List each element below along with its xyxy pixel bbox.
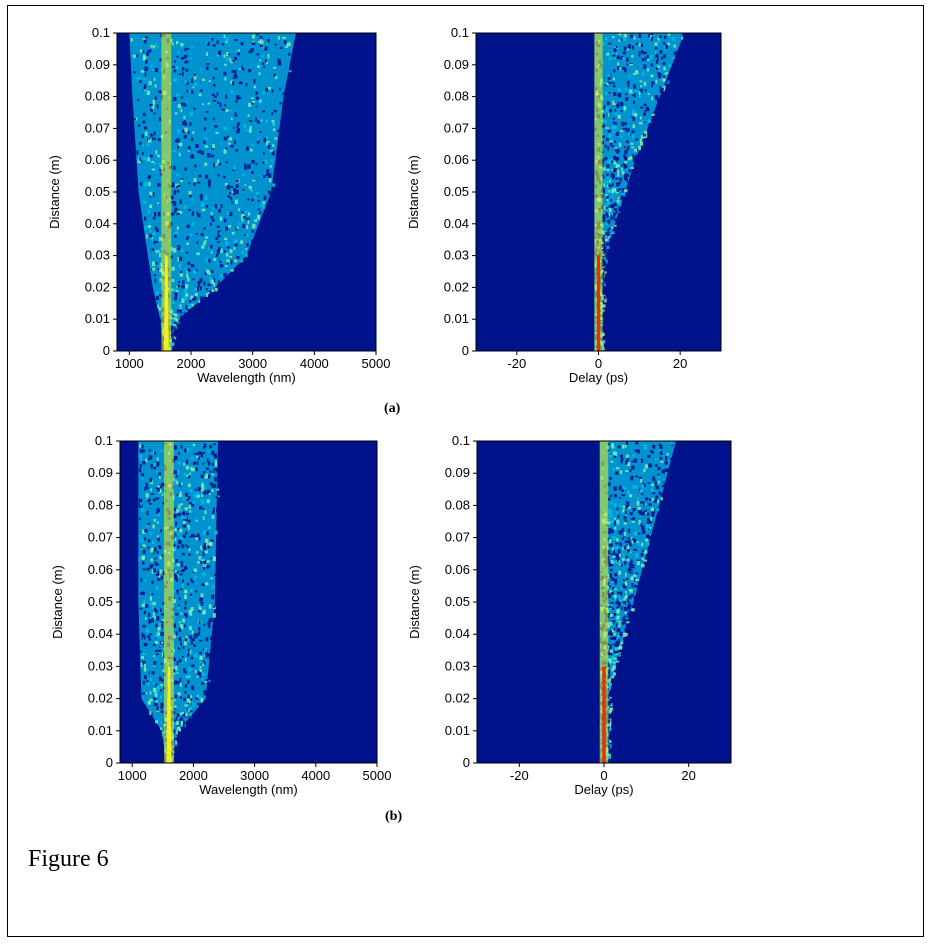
y-tick-label: 0.08 [445,497,470,512]
row-label-b: (b) [385,809,403,824]
x-tick-label: 20 [673,356,687,371]
y-tick-label: 0.09 [88,465,113,480]
heatmap-intensity [129,33,296,351]
y-tick-label: 0.1 [451,25,469,40]
y-tick-label: 0.08 [88,497,113,512]
x-tick-label: 3000 [240,768,269,783]
y-tick-label: 0.1 [95,433,113,448]
y-tick-label: 0.04 [85,216,110,231]
x-tick-label: 0 [595,356,602,371]
y-tick-label: 0 [462,343,469,358]
row-label-a: (a) [384,401,401,416]
y-tick-label: 0.07 [444,120,469,135]
pump-core [166,666,172,763]
pulse-core [596,255,601,351]
y-tick-label: 0.06 [445,562,470,577]
y-tick-label: 0.07 [445,530,470,545]
y-tick-label: 0.04 [444,216,469,231]
y-tick-label: 0.09 [85,57,110,72]
y-tick-label: 0.07 [85,120,110,135]
y-tick-label: 0 [103,343,110,358]
x-tick-label: 2000 [177,356,206,371]
pump-core [163,255,169,351]
y-tick-label: 0.07 [88,530,113,545]
y-tick-label: 0.09 [444,57,469,72]
y-tick-label: 0.06 [88,562,113,577]
y-tick-label: 0.05 [85,184,110,199]
y-tick-label: 0.04 [88,626,113,641]
y-tick-label: 0.02 [85,279,110,294]
x-tick-label: 0 [600,768,607,783]
y-tick-label: 0.01 [85,311,110,326]
heatmap-panel-3: 0 0.01 0.02 0.03 0.04 0.05 0.06 0.07 0.08 0.09 0.1… [407,433,732,797]
x-tick-label: 5000 [362,356,391,371]
y-tick-label: 0.03 [88,658,113,673]
x-tick-label: 4000 [301,768,330,783]
y-tick-label: 0.1 [92,25,110,40]
pulse-core [602,666,606,763]
x-tick-label: 3000 [238,356,267,371]
x-tick-label: 2000 [179,768,208,783]
x-axis-label: Wavelength (nm) [199,782,298,797]
heatmap-intensity [594,33,685,351]
y-tick-label: 0.1 [452,433,470,448]
y-axis-label: Distance (m) [407,565,422,639]
heatmap-intensity [599,441,676,763]
y-tick-label: 0 [106,755,113,770]
x-tick-label: 5000 [363,768,392,783]
y-tick-label: 0.04 [445,626,470,641]
heatmap-panel-0: 0 0.01 0.02 0.03 0.04 0.05 0.06 0.07 0.08 0.09 0.1… [47,25,390,385]
x-axis-label: Delay (ps) [569,370,628,385]
y-axis-label: Distance (m) [47,155,62,229]
y-tick-label: 0.06 [85,152,110,167]
x-tick-label: 4000 [300,356,329,371]
y-tick-label: 0.06 [444,152,469,167]
x-tick-label: 1000 [118,768,147,783]
y-tick-label: 0.05 [445,594,470,609]
y-tick-label: 0.02 [88,691,113,706]
y-tick-label: 0.02 [445,691,470,706]
y-tick-label: 0.01 [88,723,113,738]
x-tick-label: 20 [681,768,695,783]
y-axis-label: Distance (m) [406,155,421,229]
intensity-envelope [594,33,685,351]
y-tick-label: 0.01 [444,311,469,326]
y-tick-label: 0.08 [444,89,469,104]
y-tick-label: 0.01 [445,723,470,738]
heatmap-panel-1: 0 0.01 0.02 0.03 0.04 0.05 0.06 0.07 0.08 0.09 0.1… [406,25,722,385]
y-tick-label: 0.05 [444,184,469,199]
y-tick-label: 0 [463,755,470,770]
y-tick-label: 0.05 [88,594,113,609]
x-tick-label: 1000 [115,356,144,371]
y-tick-label: 0.03 [444,248,469,263]
y-axis-label: Distance (m) [50,565,65,639]
y-tick-label: 0.03 [445,658,470,673]
heatmap-panel-2: 0 0.01 0.02 0.03 0.04 0.05 0.06 0.07 0.08 0.09 0.1… [50,433,391,797]
x-tick-label: -20 [510,768,529,783]
y-tick-label: 0.03 [85,248,110,263]
y-tick-label: 0.09 [445,465,470,480]
x-axis-label: Wavelength (nm) [197,370,296,385]
x-axis-label: Delay (ps) [574,782,633,797]
y-tick-label: 0.08 [85,89,110,104]
x-tick-label: -20 [507,356,526,371]
y-tick-label: 0.02 [444,279,469,294]
heatmap-intensity [138,441,221,763]
figure-caption: Figure 6 [28,846,109,872]
